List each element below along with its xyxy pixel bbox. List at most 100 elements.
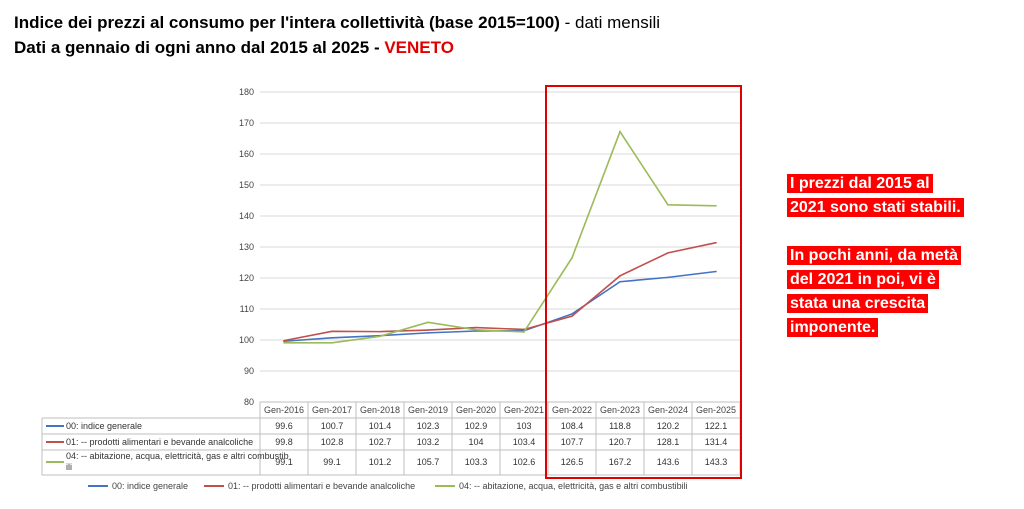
series-point-2-3 xyxy=(427,321,429,324)
x-tick-label-5: Gen-2021 xyxy=(504,405,544,415)
note-growth-line-3: imponente. xyxy=(787,318,879,337)
subtitle-main: Dati a gennaio di ogni anno dal 2015 al … xyxy=(14,38,385,57)
series-point-2-7 xyxy=(619,130,621,133)
data-label-2-7: 167.2 xyxy=(609,457,632,467)
x-tick-label-1: Gen-2017 xyxy=(312,405,352,415)
series-point-0-1 xyxy=(331,337,333,339)
data-label-1-9: 131.4 xyxy=(705,437,728,447)
y-tick-label-90: 90 xyxy=(244,366,254,376)
data-label-1-8: 128.1 xyxy=(657,437,680,447)
x-tick-label-0: Gen-2016 xyxy=(264,405,304,415)
series-point-1-0 xyxy=(283,339,285,342)
region-name: VENETO xyxy=(384,38,454,57)
y-tick-label-170: 170 xyxy=(239,118,254,128)
table-series-name-cont-2: ili xyxy=(66,462,72,472)
data-label-1-3: 103.2 xyxy=(417,437,440,447)
data-label-2-0: 99.1 xyxy=(275,457,293,467)
legend-label-0: 00: indice generale xyxy=(112,481,188,491)
data-label-0-4: 102.9 xyxy=(465,421,488,431)
y-tick-label-140: 140 xyxy=(239,211,254,221)
series-point-2-2 xyxy=(379,335,381,338)
data-label-0-5: 103 xyxy=(516,421,531,431)
data-label-0-0: 99.6 xyxy=(275,421,293,431)
note-stability: I prezzi dal 2015 al 2021 sono stati stab… xyxy=(787,172,1017,220)
data-label-2-8: 143.6 xyxy=(657,457,680,467)
series-point-2-4 xyxy=(475,328,477,331)
series-point-2-9 xyxy=(715,204,717,207)
data-label-1-5: 103.4 xyxy=(513,437,536,447)
data-label-1-1: 102.8 xyxy=(321,437,344,447)
x-tick-label-2: Gen-2018 xyxy=(360,405,400,415)
note-growth: In pochi anni, da metà del 2021 in poi, v… xyxy=(787,244,1017,340)
data-label-0-7: 118.8 xyxy=(609,421,631,431)
legend-label-2: 04: -- abitazione, acqua, elettricità, g… xyxy=(459,481,688,491)
data-label-2-3: 105.7 xyxy=(417,457,440,467)
title-main: Indice dei prezzi al consumo per l'inter… xyxy=(14,13,560,32)
data-label-2-5: 102.6 xyxy=(513,457,536,467)
data-label-2-1: 99.1 xyxy=(323,457,341,467)
data-label-0-6: 108.4 xyxy=(561,421,584,431)
data-label-2-6: 126.5 xyxy=(561,457,584,467)
data-label-1-0: 99.8 xyxy=(275,437,293,447)
series-point-0-7 xyxy=(619,280,621,283)
series-point-0-4 xyxy=(475,330,477,332)
x-tick-label-8: Gen-2024 xyxy=(648,405,688,415)
data-label-0-3: 102.3 xyxy=(417,421,440,431)
note-growth-line-2: stata una crescita xyxy=(787,294,929,313)
y-tick-label-130: 130 xyxy=(239,242,254,252)
note-growth-line-0: In pochi anni, da metà xyxy=(787,246,962,265)
series-point-1-6 xyxy=(571,315,573,317)
data-label-1-6: 107.7 xyxy=(561,437,584,447)
series-point-0-9 xyxy=(715,270,717,273)
highlight-box xyxy=(545,85,742,479)
x-tick-label-6: Gen-2022 xyxy=(552,405,592,415)
series-point-0-6 xyxy=(571,313,573,315)
data-label-1-4: 104 xyxy=(468,437,483,447)
note-growth-line-1: del 2021 in poi, vi è xyxy=(787,270,939,289)
series-point-1-2 xyxy=(379,330,381,333)
series-point-2-6 xyxy=(571,257,573,259)
data-label-2-4: 103.3 xyxy=(465,457,488,467)
series-point-1-9 xyxy=(715,241,717,244)
data-label-2-2: 101.2 xyxy=(369,457,392,467)
table-series-name-0: 00: indice generale xyxy=(66,421,142,431)
series-point-2-5 xyxy=(523,331,525,333)
data-label-2-9: 143.3 xyxy=(705,457,728,467)
data-label-0-1: 100.7 xyxy=(321,421,344,431)
y-tick-label-80: 80 xyxy=(244,397,254,407)
series-point-0-8 xyxy=(667,276,669,279)
series-point-1-7 xyxy=(619,275,621,277)
table-series-name-2: 04: -- abitazione, acqua, elettricità, g… xyxy=(66,451,289,461)
y-tick-label-180: 180 xyxy=(239,87,254,97)
series-point-1-8 xyxy=(667,252,669,254)
series-point-2-1 xyxy=(331,341,333,344)
legend-label-1: 01: -- prodotti alimentari e bevande ana… xyxy=(228,481,415,491)
note-stability-line-1: 2021 sono stati stabili. xyxy=(787,198,964,217)
y-tick-label-120: 120 xyxy=(239,273,254,283)
data-label-0-2: 101.4 xyxy=(369,421,392,431)
series-point-1-1 xyxy=(331,330,333,333)
y-tick-label-150: 150 xyxy=(239,180,254,190)
data-label-1-2: 102.7 xyxy=(369,437,392,447)
x-tick-label-9: Gen-2025 xyxy=(696,405,736,415)
table-series-name-1: 01: -- prodotti alimentari e bevande ana… xyxy=(66,437,253,447)
data-label-0-9: 122.1 xyxy=(705,421,728,431)
series-point-1-3 xyxy=(427,329,429,331)
chart-title-line2: Dati a gennaio di ogni anno dal 2015 al … xyxy=(14,38,454,58)
y-tick-label-100: 100 xyxy=(239,335,254,345)
series-point-2-8 xyxy=(667,204,669,206)
chart-title-line1: Indice dei prezzi al consumo per l'inter… xyxy=(14,13,660,33)
x-tick-label-3: Gen-2019 xyxy=(408,405,448,415)
x-tick-label-4: Gen-2020 xyxy=(456,405,496,415)
x-tick-label-7: Gen-2023 xyxy=(600,405,640,415)
series-point-2-0 xyxy=(283,341,285,344)
series-point-0-3 xyxy=(427,332,429,334)
title-suffix: - dati mensili xyxy=(559,13,661,32)
note-stability-line-0: I prezzi dal 2015 al xyxy=(787,174,933,193)
y-tick-label-110: 110 xyxy=(240,304,254,314)
series-point-1-4 xyxy=(475,326,477,329)
series-line-2 xyxy=(284,129,717,344)
data-label-1-7: 120.7 xyxy=(609,437,632,447)
data-label-0-8: 120.2 xyxy=(657,421,680,431)
